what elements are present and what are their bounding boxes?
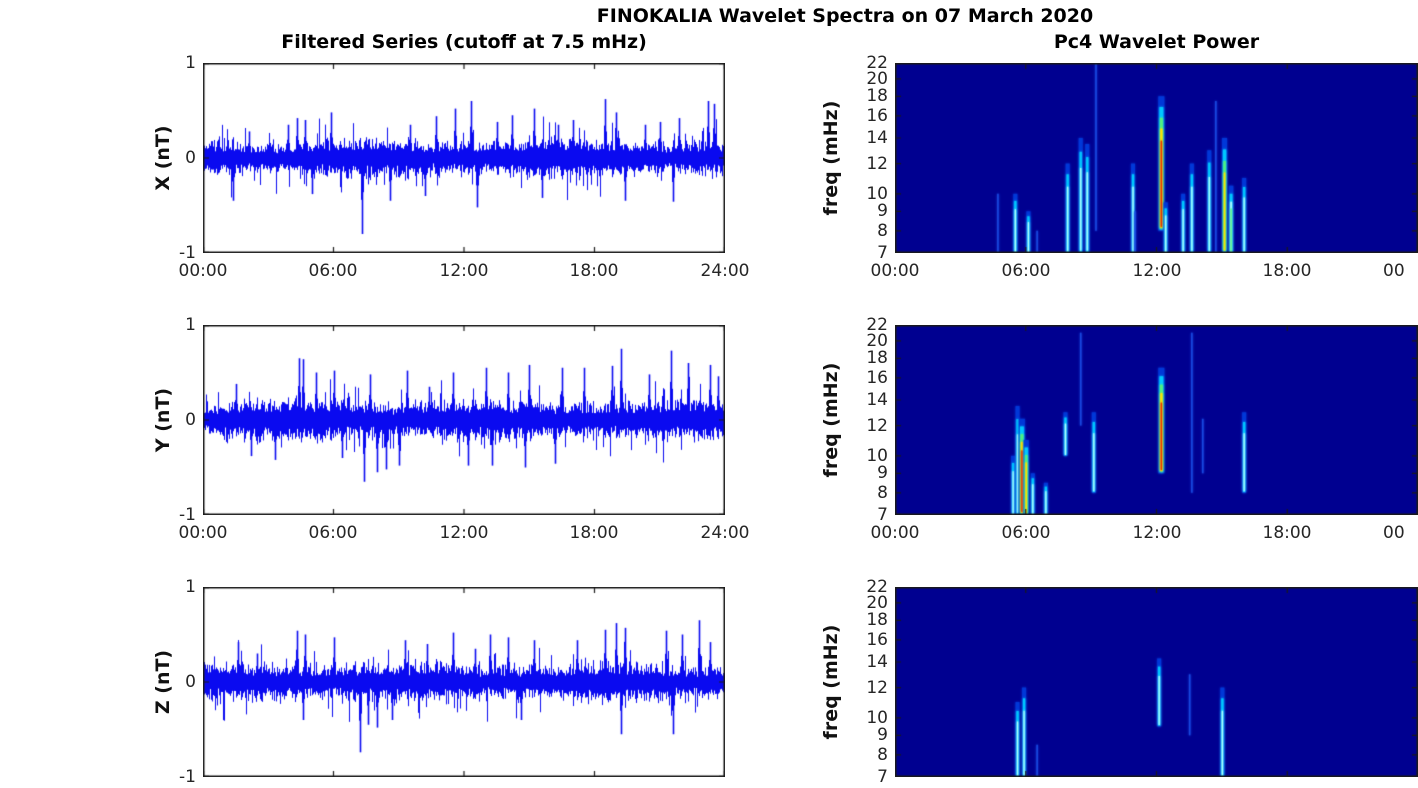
- x-tick-label: 00: [1383, 261, 1405, 281]
- freq-tick-label: 16: [866, 630, 888, 650]
- y-series-plot: [203, 325, 725, 515]
- x-series-plot: [203, 63, 725, 253]
- freq-tick-label: 9: [877, 201, 888, 221]
- x-tick-label: 00:00: [870, 523, 920, 543]
- x-tick-label: 24:00: [700, 523, 750, 543]
- freq-tick-label: 9: [877, 463, 888, 483]
- x-tick-label: 00:00: [178, 523, 228, 543]
- x-tick-label: 00: [1383, 523, 1405, 543]
- x-tick-label: 12:00: [439, 523, 489, 543]
- y-tick-label: -1: [179, 505, 196, 525]
- freq-tick-label: 8: [877, 745, 888, 765]
- x-tick-label: 06:00: [1001, 261, 1051, 281]
- freq-tick-label: 7: [877, 767, 888, 787]
- freq-tick-label: 10: [866, 708, 888, 728]
- freq-tick-label: 22: [866, 53, 888, 73]
- y-tick-label: -1: [179, 767, 196, 787]
- figure-title: FINOKALIA Wavelet Spectra on 07 March 20…: [596, 5, 1094, 27]
- x-tick-label: 18:00: [569, 523, 619, 543]
- y-tick-label: 0: [185, 410, 196, 430]
- freq-tick-label: 16: [866, 368, 888, 388]
- y-tick-label: 0: [185, 672, 196, 692]
- x-tick-label: 06:00: [1001, 523, 1051, 543]
- x-tick-label: 12:00: [1132, 523, 1182, 543]
- x-tick-label: 24:00: [700, 261, 750, 281]
- freq-tick-label: 7: [877, 505, 888, 525]
- x-tick-label: 18:00: [1262, 261, 1312, 281]
- x-tick-label: 06:00: [308, 261, 358, 281]
- z-series-canvas: [203, 587, 725, 777]
- freq-tick-label: 12: [866, 416, 888, 436]
- freq-tick-label: 20: [866, 331, 888, 351]
- freq-tick-label: 22: [866, 577, 888, 597]
- z-wavelet-canvas: [895, 587, 1418, 777]
- x-tick-label: 00:00: [870, 261, 920, 281]
- freq-tick-label: 20: [866, 593, 888, 613]
- x-tick-label: 12:00: [439, 261, 489, 281]
- freq-tick-label: 10: [866, 446, 888, 466]
- z-series-plot: [203, 587, 725, 777]
- freq-tick-label: 18: [866, 610, 888, 630]
- freq-tick-label: 12: [866, 154, 888, 174]
- x-series-canvas: [203, 63, 725, 253]
- freq-tick-label: 22: [866, 315, 888, 335]
- freq-tick-label: 10: [866, 184, 888, 204]
- y-tick-label: 1: [185, 53, 196, 73]
- y-wavelet-plot: [895, 325, 1418, 515]
- freq-tick-label: 8: [877, 221, 888, 241]
- freq-tick-label: 14: [866, 128, 888, 148]
- x-tick-label: 00:00: [178, 261, 228, 281]
- y-wavelet-canvas: [895, 325, 1418, 515]
- x-wavelet-canvas: [895, 63, 1418, 253]
- freq-tick-label: 18: [866, 348, 888, 368]
- right-column-title: Pc4 Wavelet Power: [1053, 31, 1260, 53]
- freq-tick-label: 16: [866, 106, 888, 126]
- freq-tick-label: 14: [866, 390, 888, 410]
- left-column-title: Filtered Series (cutoff at 7.5 mHz): [281, 31, 647, 53]
- freq-tick-label: 7: [877, 243, 888, 263]
- freq-tick-label: 12: [866, 678, 888, 698]
- freq-tick-label: 20: [866, 69, 888, 89]
- y-tick-label: 1: [185, 315, 196, 335]
- freq-tick-label: 8: [877, 483, 888, 503]
- x-tick-label: 18:00: [1262, 523, 1312, 543]
- y-series-canvas: [203, 325, 725, 515]
- freq-tick-label: 18: [866, 86, 888, 106]
- freq-tick-label: 14: [866, 652, 888, 672]
- freq-tick-label: 9: [877, 725, 888, 745]
- x-wavelet-plot: [895, 63, 1418, 253]
- x-tick-label: 06:00: [308, 523, 358, 543]
- z-wavelet-plot: [895, 587, 1418, 777]
- x-tick-label: 18:00: [569, 261, 619, 281]
- x-tick-label: 12:00: [1132, 261, 1182, 281]
- y-tick-label: 0: [185, 148, 196, 168]
- y-tick-label: -1: [179, 243, 196, 263]
- y-tick-label: 1: [185, 577, 196, 597]
